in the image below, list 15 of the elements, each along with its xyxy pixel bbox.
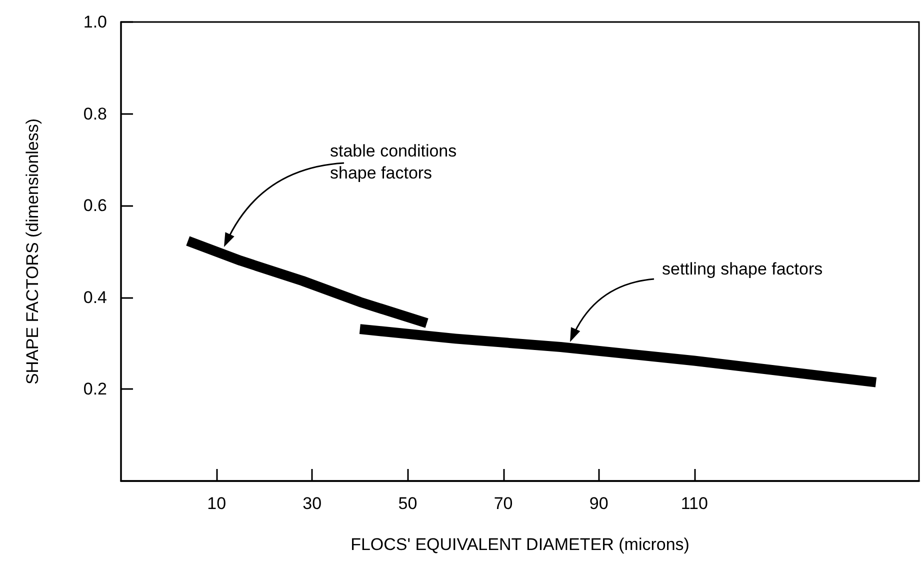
y-tick-label: 0.2 <box>83 380 107 399</box>
annotation: stable conditions shape factors <box>330 142 457 182</box>
x-tick-label: 110 <box>680 494 708 513</box>
y-tick-label: 1.0 <box>83 12 107 32</box>
y-tick-label: 0.8 <box>83 104 107 124</box>
y-axis-title: SHAPE FACTORS (dimensionless) <box>23 118 42 385</box>
x-tick-label: 10 <box>207 494 226 513</box>
x-tick-label: 30 <box>302 494 322 513</box>
x-tick-label: 70 <box>494 494 513 513</box>
x-tick-label: 90 <box>589 494 608 513</box>
annotation: settling shape factors <box>662 260 823 278</box>
y-tick-label: 0.4 <box>83 288 107 307</box>
x-axis-title: FLOCS' EQUIVALENT DIAMETER (microns) <box>350 535 690 554</box>
x-tick-label: 50 <box>398 494 418 513</box>
y-tick-label: 0.6 <box>83 196 107 216</box>
